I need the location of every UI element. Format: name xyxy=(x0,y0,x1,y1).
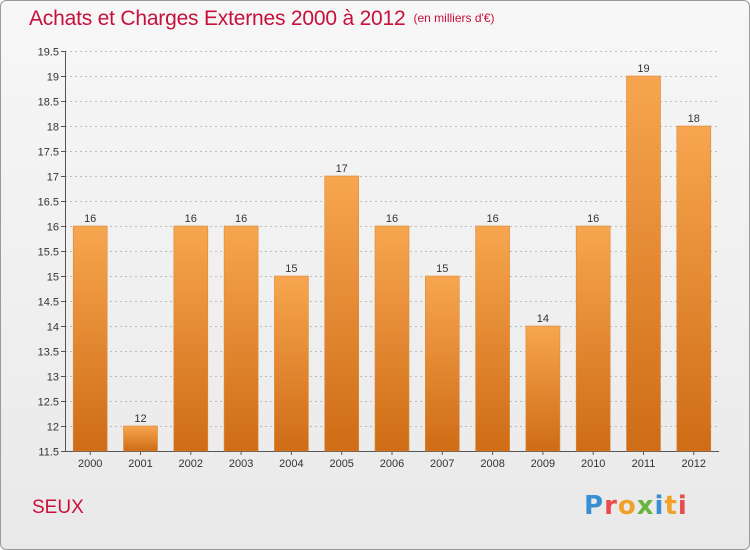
bar xyxy=(123,425,158,452)
x-tick-label: 2002 xyxy=(179,458,203,470)
bar xyxy=(676,125,712,452)
value-label: 14 xyxy=(537,313,549,325)
y-tick-label: 15.5 xyxy=(38,247,59,259)
bars xyxy=(72,75,712,452)
axes: 11.5 12 12.5 13 13.5 14 14.5 15 15.5 16 16.5 17 17.5… xyxy=(38,47,719,459)
bar xyxy=(72,225,108,452)
logo-letter: r xyxy=(604,491,618,521)
bar xyxy=(475,225,510,452)
y-tick-label: 12.5 xyxy=(38,397,59,409)
x-tick-label: 2006 xyxy=(380,458,404,470)
bar xyxy=(424,275,460,452)
bar xyxy=(274,275,309,452)
x-tick-label: 2012 xyxy=(682,458,706,470)
x-tick-label: 2007 xyxy=(430,458,454,470)
x-tick-label: 2001 xyxy=(128,458,152,470)
y-tick-label: 18 xyxy=(47,122,59,134)
city-name: SEUX xyxy=(32,497,84,518)
value-label: 18 xyxy=(688,113,700,125)
x-tick-label: 2000 xyxy=(78,458,102,470)
x-tick-label: 2005 xyxy=(329,458,353,470)
logo-letter: i xyxy=(654,491,665,521)
value-label: 19 xyxy=(637,63,649,75)
chart-unit-text: (en milliers d'€) xyxy=(413,11,495,25)
x-tick-label: 2008 xyxy=(480,458,504,470)
value-label: 12 xyxy=(134,413,146,425)
bar xyxy=(575,225,611,452)
y-tick-label: 13.5 xyxy=(38,347,59,359)
y-tick-label: 13 xyxy=(47,372,59,384)
bar xyxy=(223,225,259,452)
value-label: 16 xyxy=(587,213,599,225)
y-tick-label: 14.5 xyxy=(38,297,59,309)
logo-letter: o xyxy=(617,491,637,521)
bar xyxy=(374,225,410,452)
bar xyxy=(626,75,661,452)
value-label: 16 xyxy=(84,213,96,225)
labels: 16 2000 12 2001 16 2002 16 2003 15 2004 17 2005 16 20… xyxy=(78,63,706,470)
logo-letter: P xyxy=(584,491,605,521)
x-tick-label: 2003 xyxy=(229,458,253,470)
proxiti-logo: Proxiti xyxy=(584,491,688,521)
y-tick-label: 16.5 xyxy=(38,197,59,209)
value-label: 15 xyxy=(436,263,448,275)
value-label: 16 xyxy=(386,213,398,225)
y-tick-label: 16 xyxy=(47,222,59,234)
value-label: 16 xyxy=(486,213,498,225)
bar xyxy=(324,175,360,452)
value-label: 16 xyxy=(185,213,197,225)
value-label: 17 xyxy=(336,163,348,175)
x-tick-label: 2009 xyxy=(531,458,555,470)
bar xyxy=(525,325,561,452)
value-label: 16 xyxy=(235,213,247,225)
y-tick-label: 17.5 xyxy=(38,147,59,159)
y-tick-label: 14 xyxy=(47,322,59,334)
y-tick-label: 18.5 xyxy=(38,97,59,109)
logo-letter: i xyxy=(677,491,688,521)
y-tick-label: 19.5 xyxy=(38,47,59,59)
value-label: 15 xyxy=(285,263,297,275)
chart-title-text: Achats et Charges Externes 2000 à 2012 xyxy=(29,7,406,30)
y-tick-label: 15 xyxy=(47,272,59,284)
x-tick-label: 2004 xyxy=(279,458,303,470)
chart-title: Achats et Charges Externes 2000 à 2012 (e… xyxy=(29,7,494,31)
logo-letter: x xyxy=(636,491,655,521)
y-tick-label: 17 xyxy=(47,172,59,184)
y-tick-label: 11.5 xyxy=(38,447,59,459)
x-tick-label: 2010 xyxy=(581,458,605,470)
y-tick-label: 12 xyxy=(47,422,59,434)
logo-letter: t xyxy=(664,491,678,521)
bar xyxy=(173,225,209,452)
x-tick-label: 2011 xyxy=(632,458,656,470)
y-tick-label: 19 xyxy=(47,72,59,84)
